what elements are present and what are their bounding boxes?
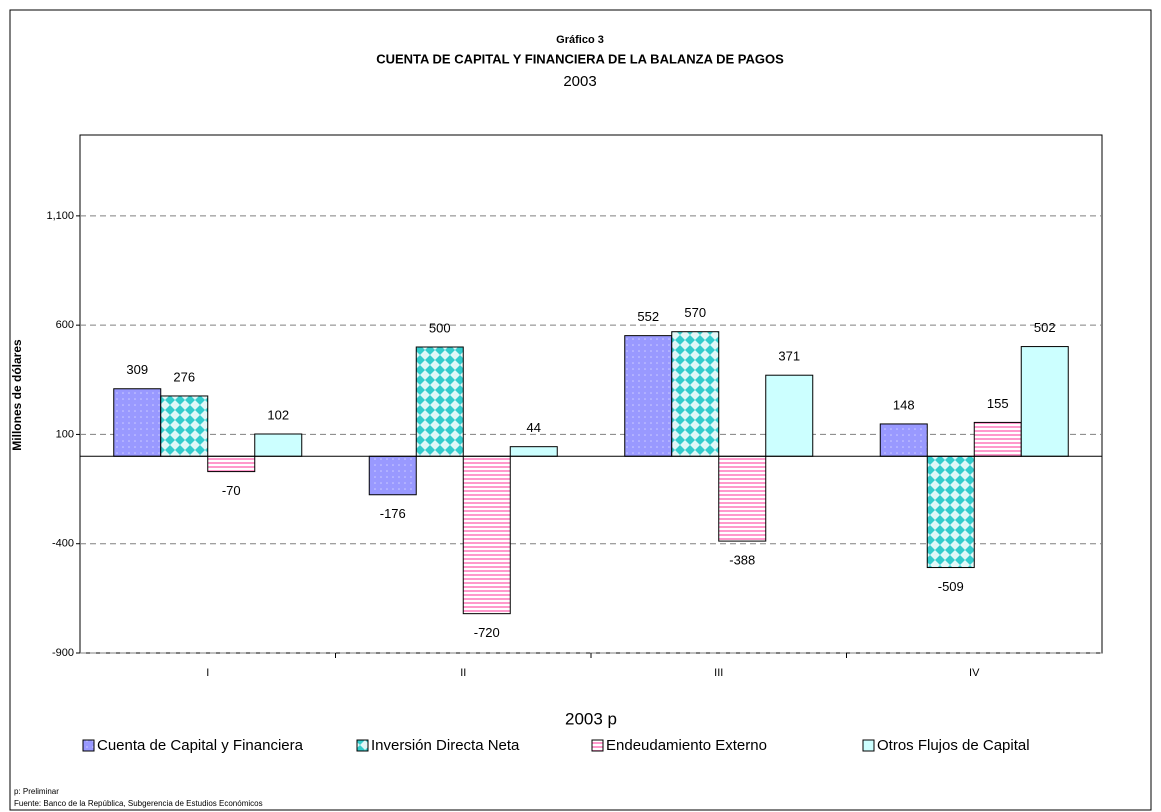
chart-year: 2003 — [563, 73, 596, 90]
bar — [879, 423, 928, 457]
note: p: Preliminar — [14, 787, 59, 796]
data-label: 500 — [429, 320, 451, 335]
y-tick-label: 600 — [56, 319, 74, 331]
note: Fuente: Banco de la República, Subgerenc… — [14, 799, 263, 808]
x-tick-label: II — [460, 667, 466, 679]
data-label: 570 — [684, 305, 706, 320]
legend-swatch — [82, 739, 95, 752]
data-label: 371 — [778, 349, 800, 364]
bar — [973, 421, 1022, 457]
bar — [160, 395, 209, 457]
x-axis-label: 2003 p — [565, 709, 617, 728]
y-tick-label: 100 — [56, 428, 74, 440]
x-tick-label: III — [714, 667, 723, 679]
data-label: -176 — [380, 506, 406, 521]
x-tick-label: IV — [969, 667, 980, 679]
legend-label: Cuenta de Capital y Financiera — [97, 737, 304, 754]
data-label: 552 — [637, 309, 659, 324]
data-label: 502 — [1034, 320, 1056, 335]
data-label: 155 — [987, 396, 1009, 411]
legend-label: Inversión Directa Neta — [371, 737, 520, 754]
y-tick-label: -400 — [52, 538, 74, 550]
data-label: -388 — [729, 553, 755, 568]
bar — [671, 331, 720, 457]
bar — [462, 455, 511, 615]
legend-label: Endeudamiento Externo — [606, 737, 767, 754]
chart-title: Gráfico 3 — [556, 34, 604, 46]
y-tick-label: -900 — [52, 647, 74, 659]
data-label: 276 — [173, 369, 195, 384]
data-label: -509 — [938, 579, 964, 594]
legend-label: Otros Flujos de Capital — [877, 737, 1030, 754]
legend-swatch — [862, 739, 875, 752]
data-label: 309 — [126, 362, 148, 377]
bar — [415, 346, 464, 457]
data-label: 148 — [893, 397, 915, 412]
data-label: 44 — [527, 420, 541, 435]
bar — [926, 455, 975, 569]
bar — [765, 374, 814, 457]
bar — [624, 335, 673, 457]
data-label: 102 — [267, 407, 289, 422]
data-label: -720 — [474, 625, 500, 640]
bar — [207, 455, 256, 473]
plot-area — [79, 134, 1103, 654]
bar — [1020, 346, 1069, 457]
bar — [368, 455, 417, 496]
chart-subtitle: CUENTA DE CAPITAL Y FINANCIERA DE LA BAL… — [376, 51, 784, 66]
y-axis-label: Millones de dólares — [10, 339, 24, 451]
legend-swatch — [356, 739, 369, 752]
y-tick-label: 1,100 — [46, 210, 74, 222]
bar — [718, 455, 767, 542]
x-tick-label: I — [206, 667, 209, 679]
bar — [113, 388, 162, 457]
data-label: -70 — [222, 483, 241, 498]
legend-swatch — [591, 739, 604, 752]
bar — [509, 446, 558, 457]
bar — [254, 433, 303, 457]
